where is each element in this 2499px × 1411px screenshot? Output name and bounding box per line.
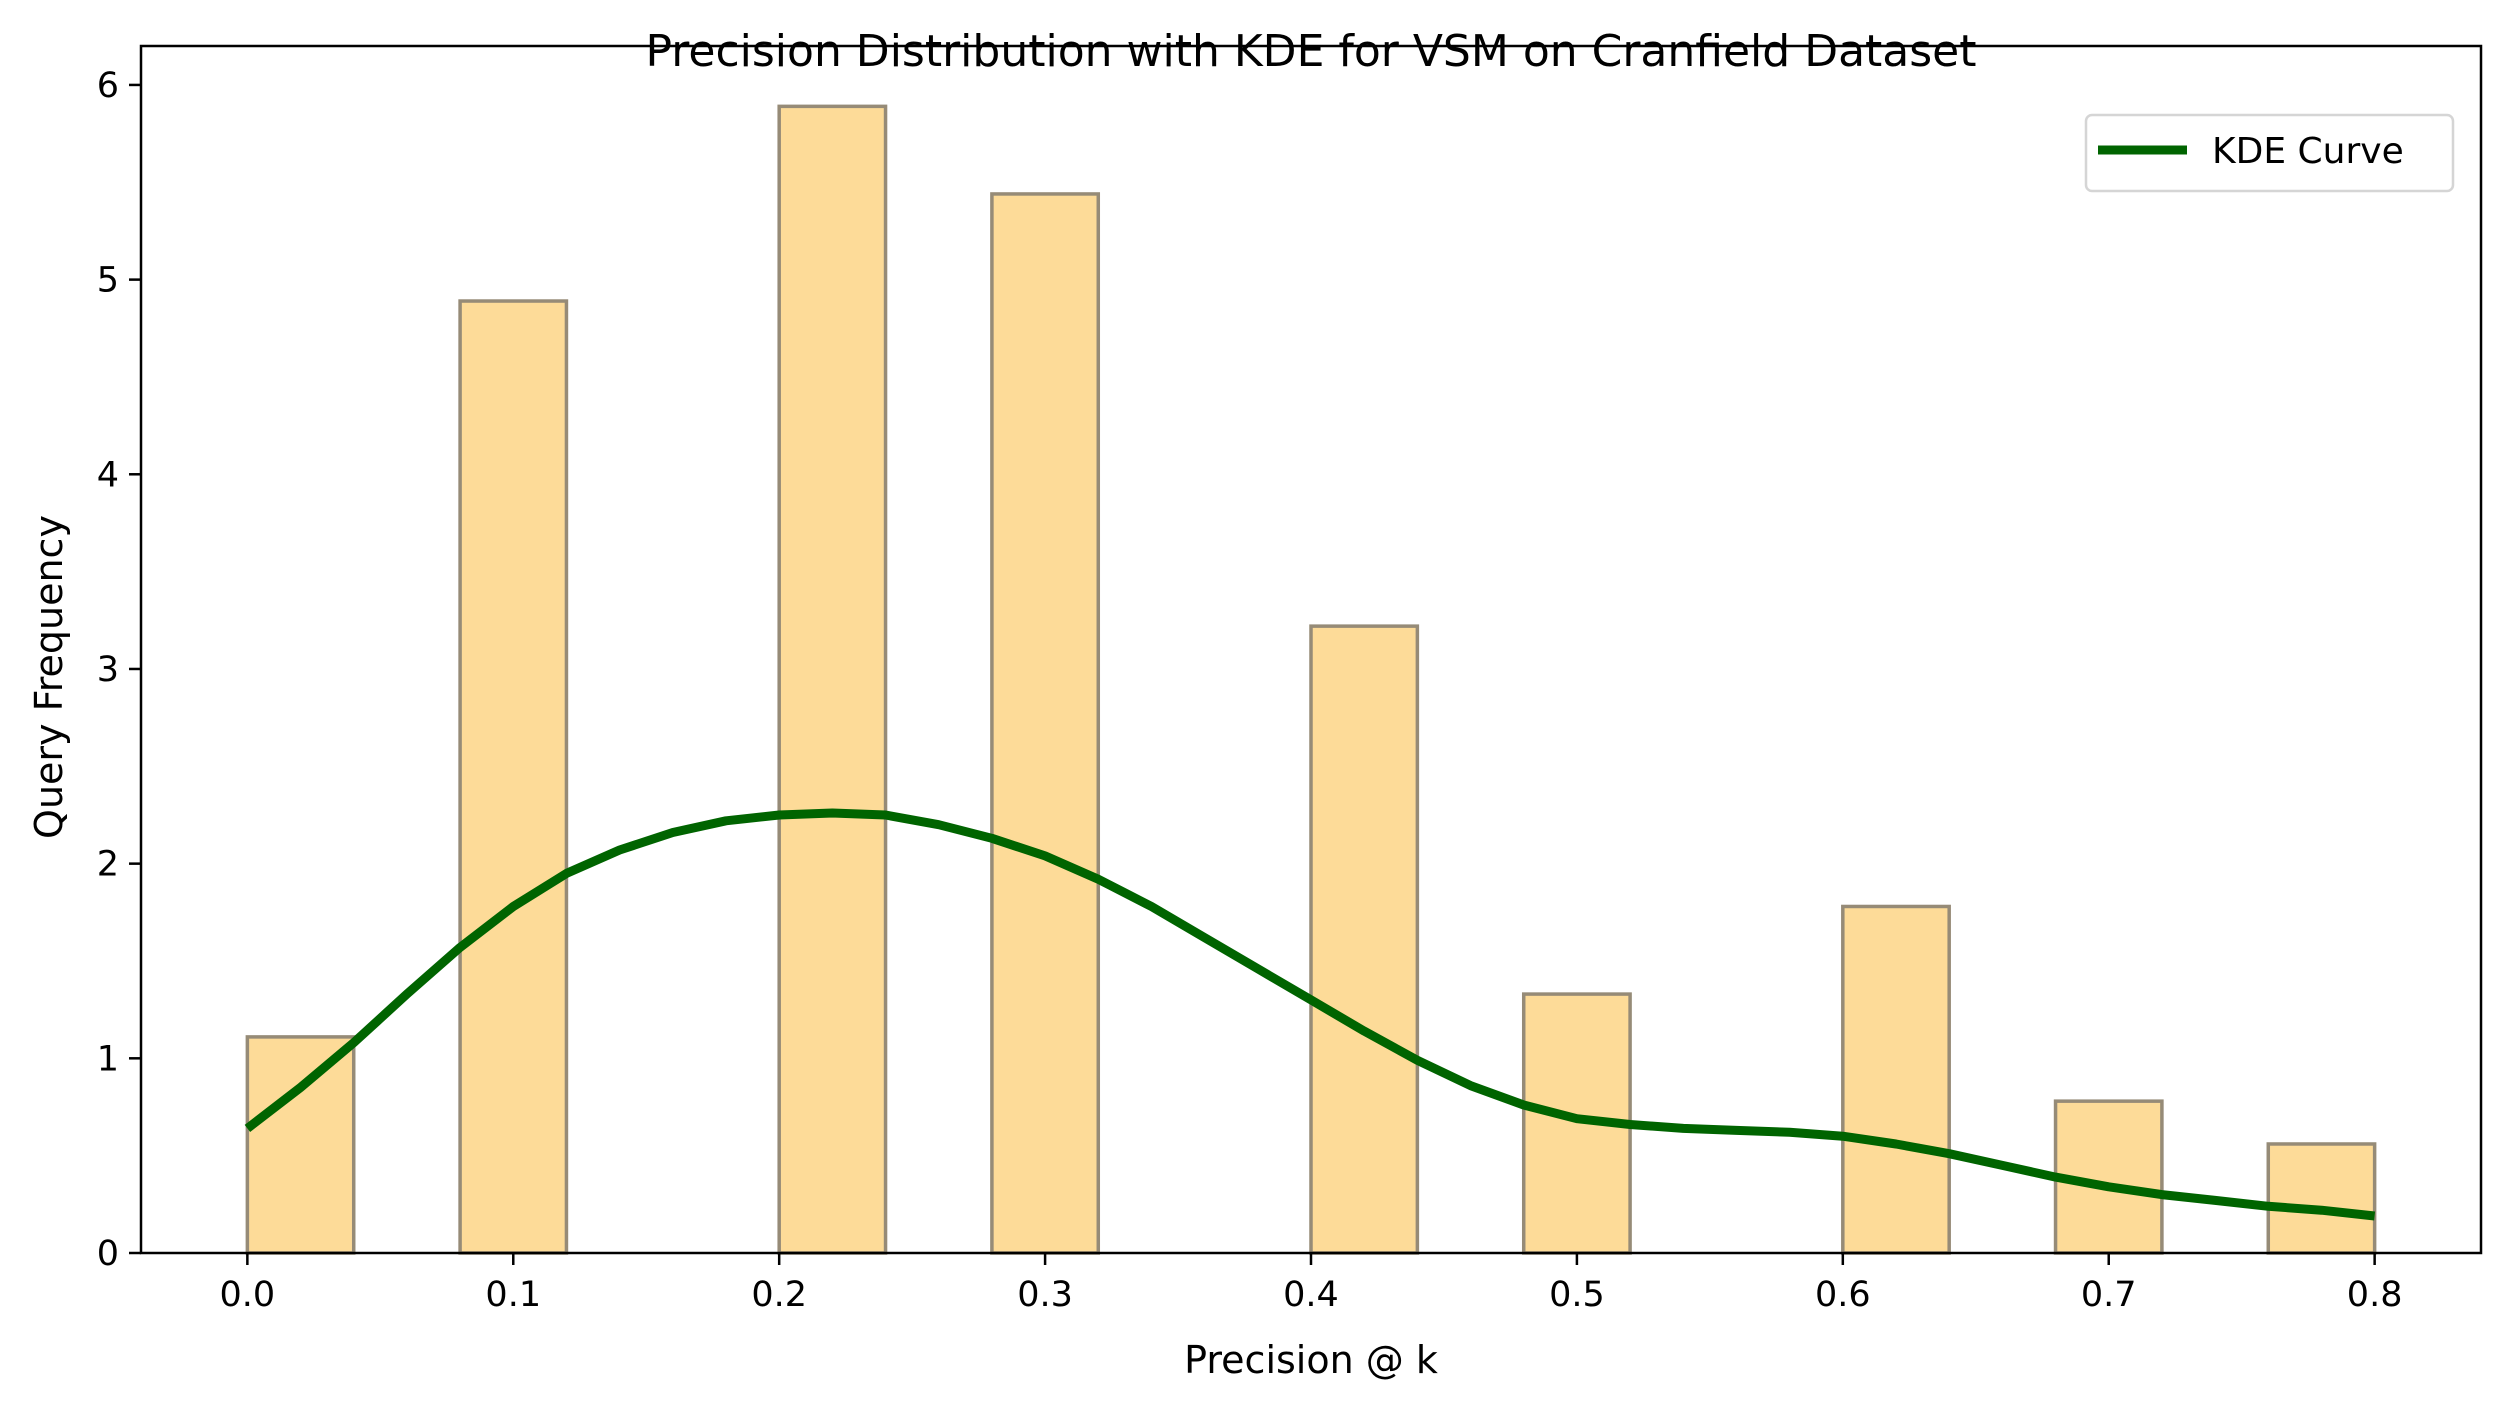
histogram-bar-2: [777, 104, 888, 1255]
legend: KDE Curve: [2084, 113, 2455, 193]
legend-kde-label: KDE Curve: [2212, 131, 2404, 172]
y-tick-label-4: 4: [97, 455, 119, 495]
x-tick-label-3: 0.3: [1017, 1275, 1073, 1315]
y-tick-label-1: 1: [97, 1039, 119, 1079]
legend-box: [2084, 113, 2455, 193]
y-axis-label: Query Frequency: [27, 515, 71, 839]
y-tick-label-5: 5: [97, 261, 119, 301]
histogram-bar-1: [458, 299, 569, 1255]
y-axis-ticks: 0 1 2 3 4 5 6: [97, 66, 141, 1274]
y-tick-label-3: 3: [97, 650, 119, 690]
x-tick-label-2: 0.2: [751, 1275, 807, 1315]
y-tick-label-2: 2: [97, 845, 119, 885]
x-tick-label-5: 0.5: [1549, 1275, 1605, 1315]
x-axis-label: Precision @ k: [1184, 1338, 1438, 1382]
histogram-bar-6: [1841, 904, 1951, 1255]
y-tick-label-0: 0: [97, 1234, 119, 1274]
x-tick-label-6: 0.6: [1815, 1275, 1871, 1315]
kde-layer: [244, 808, 2376, 1221]
histogram-bar-8: [2266, 1142, 2377, 1255]
x-tick-label-4: 0.4: [1283, 1275, 1339, 1315]
x-tick-label-7: 0.7: [2081, 1275, 2137, 1315]
histogram-bar-3: [990, 192, 1101, 1255]
x-axis-ticks: 0.0 0.1 0.2 0.3 0.4 0.5 0.6 0.7 0.8: [220, 1253, 2403, 1315]
x-tick-label-1: 0.1: [485, 1275, 541, 1315]
x-tick-label-0: 0.0: [220, 1275, 276, 1315]
y-tick-label-6: 6: [97, 66, 119, 106]
bars-layer: [245, 104, 2377, 1255]
chart-title: Precision Distribution with KDE for VSM …: [646, 26, 1977, 77]
kde-curve-line: [244, 808, 2376, 1221]
x-tick-label-8: 0.8: [2347, 1275, 2403, 1315]
histogram-bar-0: [245, 1035, 356, 1255]
histogram-bar-4: [1309, 624, 1420, 1255]
